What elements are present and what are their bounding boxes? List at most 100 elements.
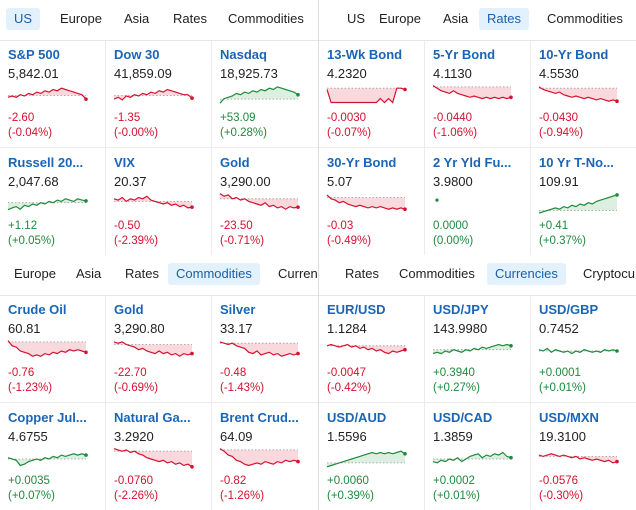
- quote-symbol-link[interactable]: 2 Yr Yld Fu...: [433, 155, 512, 170]
- tab-us[interactable]: US: [6, 8, 41, 30]
- tab-cryptocu[interactable]: Cryptocu: [583, 266, 636, 281]
- sparkline-line: [219, 341, 299, 357]
- quote-change: +0.0035: [8, 475, 50, 487]
- quote-card[interactable]: USD/MXN 19.3100 -0.0576 (-0.30%): [531, 403, 636, 510]
- quote-price: 5,842.01: [8, 66, 59, 81]
- quote-symbol-link[interactable]: VIX: [114, 155, 135, 170]
- quote-symbol-link[interactable]: 10 Yr T-No...: [539, 155, 614, 170]
- quote-card[interactable]: VIX 20.37 -0.50 (-2.39%): [106, 148, 212, 255]
- tab-rates[interactable]: Rates: [173, 11, 207, 26]
- quote-price: 3.2920: [114, 429, 154, 444]
- tab-commodities[interactable]: Commodities: [228, 11, 304, 26]
- sparkline-line: [219, 193, 299, 210]
- quote-card[interactable]: Brent Crud... 64.09 -0.82 (-1.26%): [212, 403, 318, 510]
- sparkline-end-point: [190, 351, 194, 356]
- quote-card[interactable]: USD/AUD 1.5596 +0.0060 (+0.39%): [319, 403, 425, 510]
- tab-commodities[interactable]: Commodities: [399, 266, 475, 281]
- tab-rates[interactable]: Rates: [125, 266, 159, 281]
- quote-symbol-link[interactable]: S&P 500: [8, 47, 60, 62]
- column-divider: [530, 296, 531, 510]
- quote-card[interactable]: Gold 3,290.00 -23.50 (-0.71%): [212, 148, 318, 255]
- quote-symbol-link[interactable]: Gold: [114, 302, 144, 317]
- quote-card[interactable]: Silver 33.17 -0.48 (-1.43%): [212, 295, 318, 403]
- quote-card[interactable]: USD/CAD 1.3859 +0.0002 (+0.01%): [425, 403, 531, 510]
- quote-card[interactable]: 10-Yr Bond 4.5530 -0.0430 (-0.94%): [531, 40, 636, 148]
- quote-card[interactable]: S&P 500 5,842.01 -2.60 (-0.04%): [0, 40, 106, 148]
- quote-symbol-link[interactable]: 30-Yr Bond: [327, 155, 397, 170]
- sparkline-area: [539, 194, 617, 214]
- quote-symbol-link[interactable]: Gold: [220, 155, 250, 170]
- quote-symbol-link[interactable]: 10-Yr Bond: [539, 47, 609, 62]
- sparkline-chart: [538, 193, 619, 214]
- quote-price: 1.5596: [327, 429, 367, 444]
- quote-symbol-link[interactable]: EUR/USD: [327, 302, 386, 317]
- quote-card[interactable]: USD/JPY 143.9980 +0.3940 (+0.27%): [425, 295, 531, 403]
- column-divider: [211, 296, 212, 510]
- tab-asia[interactable]: Asia: [124, 11, 150, 26]
- sparkline-point: [435, 198, 439, 202]
- quote-card[interactable]: USD/GBP 0.7452 +0.0001 (+0.01%): [531, 295, 636, 403]
- sparkline-line: [326, 87, 406, 104]
- sparkline-chart: [432, 343, 513, 355]
- quote-symbol-link[interactable]: Copper Jul...: [8, 410, 87, 425]
- quote-card[interactable]: Natural Ga... 3.2920 -0.0760 (-2.26%): [106, 403, 212, 510]
- sparkline-chart: [113, 195, 194, 209]
- sparkline-area: [114, 341, 192, 357]
- tab-commodities[interactable]: Commodities: [547, 11, 623, 26]
- sparkline-line: [7, 87, 87, 100]
- quote-symbol-link[interactable]: Brent Crud...: [220, 410, 299, 425]
- tab-currencies[interactable]: Currencies: [487, 263, 566, 285]
- tab-rates[interactable]: Rates: [345, 266, 379, 281]
- quote-symbol-link[interactable]: 13-Wk Bond: [327, 47, 403, 62]
- sparkline-chart: [7, 340, 88, 357]
- tab-asia[interactable]: Asia: [76, 266, 102, 281]
- quote-symbol-link[interactable]: USD/MXN: [539, 410, 599, 425]
- quote-card[interactable]: Crude Oil 60.81 -0.76 (-1.23%): [0, 295, 106, 403]
- tab-us[interactable]: US: [347, 11, 366, 26]
- quote-card[interactable]: Russell 20... 2,047.68 +1.12 (+0.05%): [0, 148, 106, 255]
- quote-card[interactable]: Nasdaq 18,925.73 +53.09 (+0.28%): [212, 40, 318, 148]
- sparkline-line: [326, 343, 406, 355]
- quote-symbol-link[interactable]: 5-Yr Bond: [433, 47, 496, 62]
- quote-symbol-link[interactable]: USD/GBP: [539, 302, 599, 317]
- tab-europe[interactable]: Europe: [60, 11, 102, 26]
- quote-card[interactable]: 5-Yr Bond 4.1130 -0.0440 (-1.06%): [425, 40, 531, 148]
- quote-change: -0.50: [114, 220, 141, 232]
- quote-card[interactable]: Gold 3,290.80 -22.70 (-0.69%): [106, 295, 212, 403]
- quote-symbol-link[interactable]: Natural Ga...: [114, 410, 191, 425]
- tab-commodities[interactable]: Commodities: [168, 263, 260, 285]
- tab-asia[interactable]: Asia: [443, 11, 469, 26]
- tab-rates[interactable]: Rates: [479, 8, 529, 30]
- tab-europe[interactable]: Europe: [14, 266, 56, 281]
- quote-symbol-link[interactable]: USD/CAD: [433, 410, 493, 425]
- quote-price: 4.1130: [433, 66, 472, 81]
- tab-europe[interactable]: Europe: [379, 11, 421, 26]
- quote-price: 20.37: [114, 174, 147, 189]
- quote-card[interactable]: Copper Jul... 4.6755 +0.0035 (+0.07%): [0, 403, 106, 510]
- quote-symbol-link[interactable]: Crude Oil: [8, 302, 67, 317]
- quote-symbol-link[interactable]: Nasdaq: [220, 47, 267, 62]
- sparkline-chart: [7, 87, 88, 101]
- quote-card[interactable]: 10 Yr T-No... 109.91 +0.41 (+0.37%): [531, 148, 636, 255]
- quote-symbol-link[interactable]: Silver: [220, 302, 256, 317]
- quote-symbol-link[interactable]: USD/JPY: [433, 302, 489, 317]
- sparkline-area: [220, 86, 298, 104]
- quote-change: +0.0001: [539, 367, 581, 379]
- tab-currena[interactable]: Currena: [278, 266, 318, 281]
- sparkline-end-point: [615, 459, 619, 464]
- quote-price: 18,925.73: [220, 66, 278, 81]
- quote-card[interactable]: 30-Yr Bond 5.07 -0.03 (-0.49%): [319, 148, 425, 255]
- quote-symbol-link[interactable]: Russell 20...: [8, 155, 84, 170]
- quote-card[interactable]: 2 Yr Yld Fu... 3.9800 0.0000 (0.00%): [425, 148, 531, 255]
- quote-card[interactable]: 13-Wk Bond 4.2320 -0.0030 (-0.07%): [319, 40, 425, 148]
- quote-change: -0.0030: [327, 112, 367, 124]
- quote-change: -0.0430: [539, 112, 579, 124]
- quote-symbol-link[interactable]: USD/AUD: [327, 410, 387, 425]
- sparkline-line: [538, 86, 618, 102]
- quote-symbol-link[interactable]: Dow 30: [114, 47, 160, 62]
- sparkline-end-point: [403, 87, 407, 92]
- sparkline-chart: [113, 448, 194, 469]
- sparkline-end-point: [84, 350, 88, 355]
- quote-card[interactable]: Dow 30 41,859.09 -1.35 (-0.00%): [106, 40, 212, 148]
- quote-card[interactable]: EUR/USD 1.1284 -0.0047 (-0.42%): [319, 295, 425, 403]
